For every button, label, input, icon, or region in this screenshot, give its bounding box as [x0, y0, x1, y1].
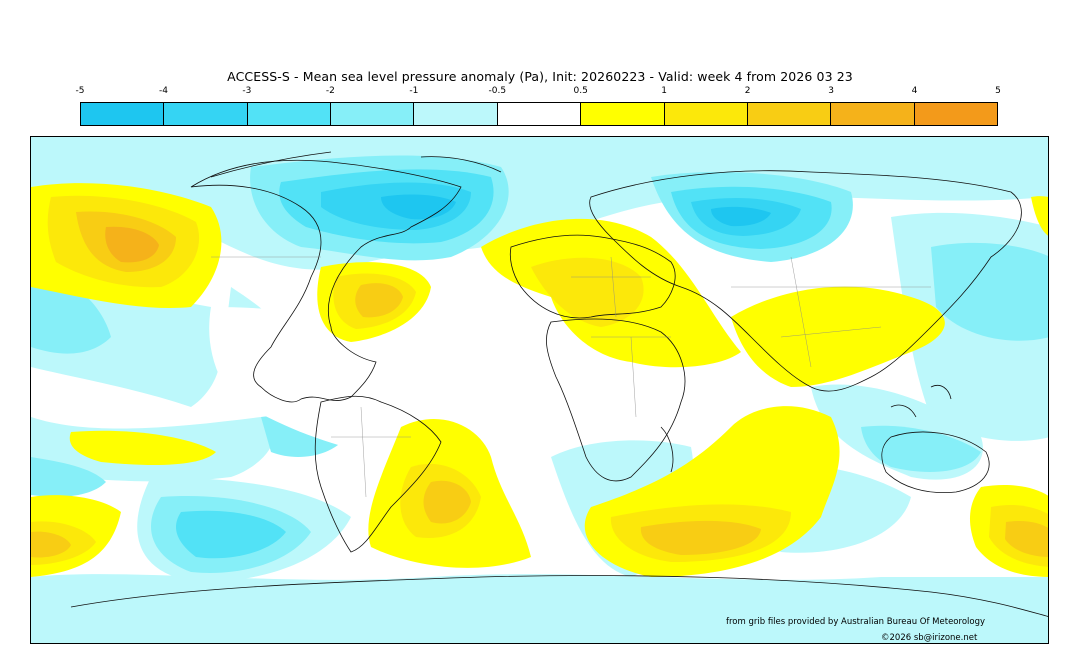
colorbar-segment — [664, 103, 748, 125]
copyright-credit: ©2026 sb@irizone.net — [881, 633, 978, 643]
colorbar-tick-label: -0.5 — [488, 86, 507, 96]
negative-peak-fields — [321, 182, 801, 236]
colorbar-tick-label: 0.5 — [573, 86, 588, 96]
map-canvas — [31, 137, 1048, 643]
colorbar-segment — [414, 103, 498, 125]
map-title: ACCESS-S - Mean sea level pressure anoma… — [227, 69, 853, 84]
colorbar-segment — [331, 103, 415, 125]
country-borders — [211, 256, 931, 498]
colorbar-segment — [581, 103, 665, 125]
colorbar-tick-labels: -5 -4 -3 -2 -1 -0.5 0.5 1 2 3 4 5 — [76, 86, 1001, 98]
colorbar-segment — [914, 103, 997, 125]
anomaly-map[interactable]: from grib files provided by Australian B… — [30, 136, 1049, 644]
colorbar — [80, 102, 998, 126]
colorbar-tick-label: 2 — [744, 86, 751, 96]
coastlines — [70, 151, 1048, 617]
colorbar-segment — [831, 103, 915, 125]
colorbar-segment — [164, 103, 248, 125]
colorbar-tick-label: 3 — [828, 86, 834, 96]
colorbar-tick-label: -3 — [242, 86, 252, 96]
colorbar-tick-label: -1 — [409, 86, 419, 96]
colorbar-segment — [81, 103, 165, 125]
positive-peak-fields — [105, 226, 159, 263]
colorbar-tick-label: -2 — [325, 86, 335, 96]
colorbar-segment — [497, 103, 582, 125]
colorbar-tick-label: 1 — [661, 86, 668, 96]
colorbar-segment — [247, 103, 332, 125]
source-credit: from grib files provided by Australian B… — [726, 617, 986, 627]
colorbar-segment — [747, 103, 832, 125]
colorbar-tick-label: 5 — [995, 86, 1001, 96]
colorbar-tick-label: 4 — [911, 86, 918, 96]
colorbar-tick-label: -5 — [75, 86, 85, 96]
colorbar-tick-label: -4 — [158, 86, 168, 96]
